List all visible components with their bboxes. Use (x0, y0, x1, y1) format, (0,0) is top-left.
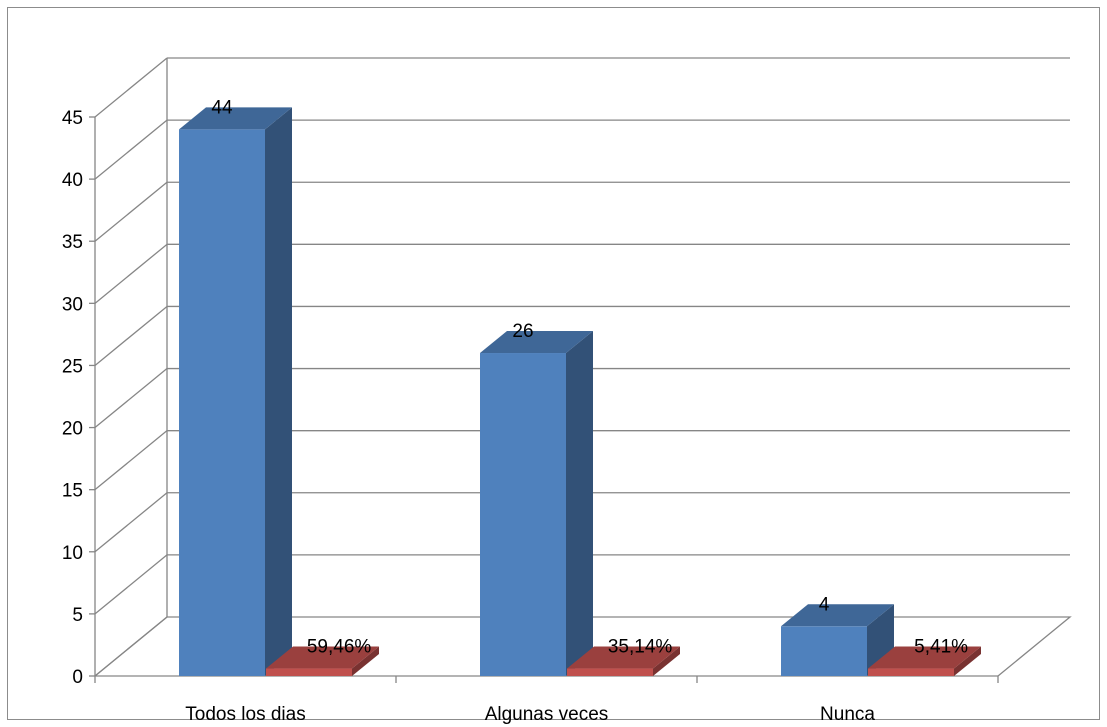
gridline-side (94, 616, 168, 677)
bar-percent-side (352, 646, 379, 676)
bar-percent-top (567, 646, 680, 669)
data-label-percent: 5,41% (914, 637, 968, 658)
data-label-count: 44 (211, 97, 233, 118)
data-label-count: 4 (819, 594, 830, 615)
bar-percent-front (266, 668, 352, 676)
bar-count-top (480, 331, 593, 354)
y-tick-label: 25 (62, 356, 83, 377)
y-tick-label: 45 (62, 108, 83, 129)
y-tick-label: 40 (62, 170, 83, 191)
gridline-side (94, 305, 168, 366)
gridline-side (94, 243, 168, 304)
bar-count (480, 331, 593, 676)
bar-percent-side (954, 646, 981, 676)
bar-percent-front (868, 668, 954, 676)
data-label-count: 26 (512, 321, 533, 342)
bar-count-front (781, 626, 867, 676)
data-labels: 44 59,46% 26 35,14% 4 5,41% (211, 97, 968, 657)
y-tick-label: 15 (62, 481, 83, 502)
bar-count-top (179, 107, 292, 130)
y-tick-label: 35 (62, 232, 83, 253)
bar-percent (266, 646, 379, 676)
tick-labels: 0 5 10 15 20 25 30 35 40 45 Todos los dias Algunas … (62, 108, 876, 725)
bar-percent (567, 646, 680, 676)
gridline-side (94, 492, 168, 553)
gridline-side (94, 181, 168, 242)
gridline-side (94, 119, 168, 180)
y-tick-label: 30 (62, 294, 83, 315)
bars (179, 107, 981, 676)
y-tick-label: 10 (62, 543, 83, 564)
bar-count-top (781, 604, 894, 627)
y-tick-label: 0 (72, 667, 83, 688)
bar-count-front (179, 129, 265, 676)
x-tick-label: Algunas veces (485, 704, 609, 725)
data-label-percent: 59,46% (307, 637, 372, 658)
y-tick-label: 5 (72, 605, 83, 626)
bar-count (781, 604, 894, 676)
data-label-percent: 35,14% (608, 637, 673, 658)
bar-percent-top (868, 646, 981, 669)
bar-percent-front (567, 668, 653, 676)
gridline-side (94, 57, 168, 118)
bar-percent (868, 646, 981, 676)
bar-count-side (265, 107, 292, 676)
bar-percent-side (653, 646, 680, 676)
x-tick-label: Nunca (820, 704, 875, 725)
x-tick-label: Todos los dias (185, 704, 305, 725)
gridline-side (94, 430, 168, 491)
gridlines (94, 57, 1070, 677)
bar-count (179, 107, 292, 676)
y-tick-label: 20 (62, 419, 83, 440)
bar-count-side (566, 331, 593, 676)
gridline-side (94, 554, 168, 615)
bar-percent-top (266, 646, 379, 669)
bar-count-front (480, 353, 566, 676)
gridline-side (94, 368, 168, 429)
